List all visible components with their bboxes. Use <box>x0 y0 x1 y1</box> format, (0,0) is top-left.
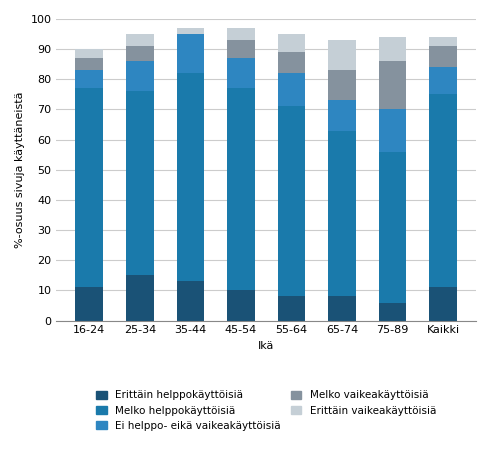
Bar <box>76 49 103 58</box>
Bar <box>177 28 204 34</box>
Bar <box>328 40 356 70</box>
Bar <box>429 94 457 288</box>
Bar <box>227 58 255 88</box>
Bar <box>379 152 407 302</box>
Bar <box>76 58 103 70</box>
Bar <box>429 46 457 67</box>
Bar <box>227 40 255 58</box>
Bar <box>227 28 255 40</box>
Bar <box>126 34 154 46</box>
Bar <box>126 275 154 321</box>
Bar <box>429 67 457 94</box>
Bar <box>177 73 204 281</box>
Bar <box>277 73 305 106</box>
Bar <box>379 109 407 152</box>
Bar <box>328 131 356 296</box>
Bar <box>126 61 154 92</box>
Bar <box>126 92 154 275</box>
Bar <box>429 288 457 321</box>
Bar <box>429 37 457 46</box>
Bar <box>126 46 154 61</box>
Bar <box>177 34 204 73</box>
Bar <box>76 288 103 321</box>
Bar <box>379 61 407 109</box>
Bar <box>227 88 255 290</box>
Bar <box>76 70 103 88</box>
Bar <box>277 106 305 296</box>
Bar <box>328 100 356 131</box>
X-axis label: Ikä: Ikä <box>258 341 274 351</box>
Bar <box>328 296 356 321</box>
Bar <box>277 296 305 321</box>
Bar <box>227 290 255 321</box>
Bar <box>328 70 356 100</box>
Bar <box>379 302 407 321</box>
Bar <box>379 37 407 61</box>
Legend: Erittäin helppokäyttöisiä, Melko helppokäyttöisiä, Ei helppo- eikä vaikeakäyttöi: Erittäin helppokäyttöisiä, Melko helppok… <box>92 386 440 435</box>
Bar <box>277 34 305 52</box>
Y-axis label: %-osuus sivuja käyttäneistä: %-osuus sivuja käyttäneistä <box>15 92 25 248</box>
Bar <box>177 281 204 321</box>
Bar <box>277 52 305 73</box>
Bar <box>76 88 103 288</box>
